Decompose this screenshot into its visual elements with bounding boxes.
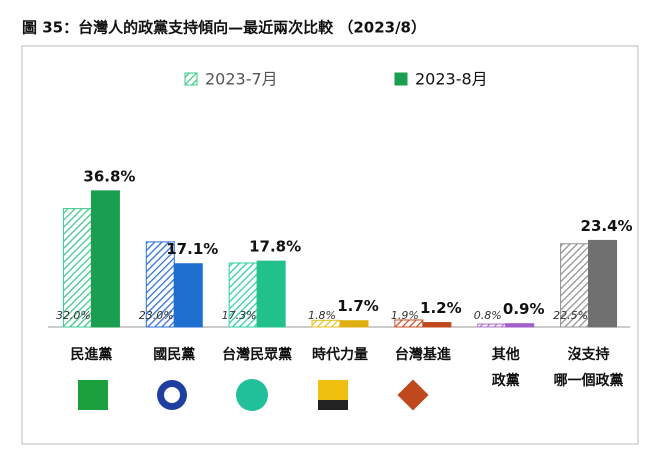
value-label: 23.0% <box>139 309 174 322</box>
bar <box>422 322 452 328</box>
bar <box>505 323 535 328</box>
bar <box>560 243 590 328</box>
value-label: 17.8% <box>249 238 301 256</box>
chart-title: 圖 35：台灣人的政黨支持傾向—最近兩次比較 （2023/8） <box>22 19 426 37</box>
x-tick-label: 政黨 <box>492 372 520 389</box>
value-label: 0.8% <box>474 309 502 322</box>
value-label: 23.4% <box>581 217 633 235</box>
bar <box>256 260 286 328</box>
value-label: 1.7% <box>337 297 379 315</box>
x-tick-label: 民進黨 <box>70 346 112 363</box>
value-label: 22.5% <box>553 309 588 322</box>
legend-label: 2023-7月 <box>205 70 278 89</box>
bar <box>477 323 507 328</box>
value-label: 0.9% <box>503 300 545 318</box>
value-label: 36.8% <box>83 167 135 185</box>
legend-label: 2023-8月 <box>415 70 488 89</box>
x-tick-label: 國民黨 <box>153 346 195 363</box>
x-tick-label: 台灣民眾黨 <box>222 346 292 363</box>
value-label: 1.2% <box>420 299 462 317</box>
bar <box>339 320 369 328</box>
value-label: 32.0% <box>56 309 91 322</box>
legend-swatch <box>184 72 198 86</box>
x-tick-label: 台灣基進 <box>395 346 451 363</box>
value-label: 1.9% <box>391 309 419 322</box>
x-tick-label: 其他 <box>492 346 520 363</box>
bar <box>588 239 618 328</box>
value-label: 17.1% <box>166 240 218 258</box>
x-tick-label: 哪一個政黨 <box>554 372 624 389</box>
value-label: 1.8% <box>308 309 336 322</box>
value-label: 17.3% <box>222 309 257 322</box>
party-logos <box>78 379 429 411</box>
bar <box>90 190 120 328</box>
legend-swatch <box>394 72 408 86</box>
bar <box>145 241 175 328</box>
x-tick-label: 時代力量 <box>312 346 368 363</box>
bar <box>173 263 203 328</box>
x-tick-label: 沒支持 <box>568 346 610 363</box>
frame <box>21 45 639 445</box>
